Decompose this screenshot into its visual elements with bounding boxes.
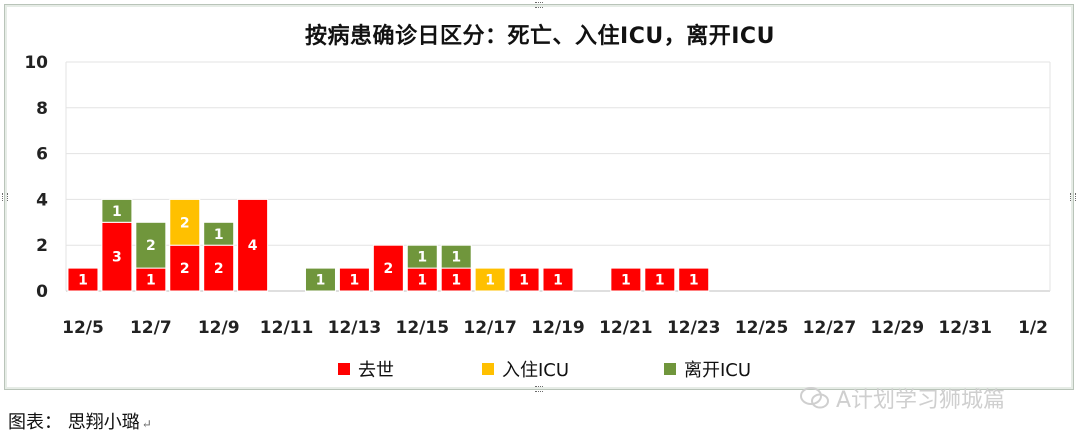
right-resize-handle[interactable] xyxy=(1070,193,1076,201)
bar-value-label: 2 xyxy=(214,261,224,277)
bar-deaths xyxy=(169,244,201,292)
bar-value-label: 1 xyxy=(689,273,699,289)
x-tick-label: 12/29 xyxy=(871,318,925,338)
bar-icu-leave xyxy=(304,267,336,292)
y-tick-label: 0 xyxy=(36,282,48,302)
legend-label-icu-admit: 入住ICU xyxy=(502,360,570,381)
x-tick-label: 12/9 xyxy=(198,318,240,338)
bar-value-label: 1 xyxy=(112,204,122,220)
legend-swatch-icu-leave xyxy=(664,363,676,375)
bar-value-label: 1 xyxy=(214,227,224,243)
bar-value-label: 1 xyxy=(621,273,631,289)
bar-value-label: 1 xyxy=(316,273,326,289)
chart-title: 按病患确诊日区分：死亡、入住ICU，离开ICU xyxy=(305,24,775,49)
y-tick-label: 2 xyxy=(36,236,48,256)
x-tick-label: 12/25 xyxy=(735,318,789,338)
x-tick-label: 1/2 xyxy=(1018,318,1048,338)
y-tick-label: 4 xyxy=(36,190,48,210)
bar-value-label: 1 xyxy=(78,273,88,289)
legend-item-deaths: 去世 xyxy=(338,356,394,382)
bar-value-label: 1 xyxy=(417,273,427,289)
legend-item-icu-admit: 入住ICU xyxy=(482,356,569,382)
x-tick-label: 12/15 xyxy=(396,318,450,338)
bar-deaths xyxy=(508,267,540,292)
watermark-text: A计划学习狮城篇 xyxy=(836,388,1006,413)
bar-value-label: 1 xyxy=(146,273,156,289)
top-resize-handle[interactable] xyxy=(535,2,543,8)
wechat-icon xyxy=(800,387,830,409)
bar-value-label: 2 xyxy=(383,261,393,277)
y-tick-label: 8 xyxy=(36,99,48,119)
bar-value-label: 1 xyxy=(451,273,461,289)
bar-deaths xyxy=(678,267,710,292)
x-tick-label: 12/21 xyxy=(599,318,653,338)
bar-icu-leave xyxy=(440,244,472,269)
bar-icu-leave xyxy=(203,221,235,246)
bar-value-label: 1 xyxy=(519,273,529,289)
chart-source-text: 图表： 思翔小璐 xyxy=(8,412,140,433)
legend-label-icu-leave: 离开ICU xyxy=(684,360,752,381)
bar-deaths xyxy=(237,198,269,292)
bottom-resize-handle[interactable] xyxy=(535,386,543,392)
bar-deaths xyxy=(67,267,99,292)
bar-deaths xyxy=(101,221,133,292)
bar-value-label: 1 xyxy=(655,273,665,289)
bar-icu-leave xyxy=(135,221,167,269)
legend-label-deaths: 去世 xyxy=(358,360,394,381)
bar-deaths xyxy=(338,267,370,292)
bar-value-label: 2 xyxy=(180,261,190,277)
x-tick-label: 12/17 xyxy=(463,318,517,338)
chart-frame[interactable] xyxy=(2,2,1076,392)
y-tick-label: 10 xyxy=(24,53,48,73)
bar-deaths xyxy=(542,267,574,292)
x-tick-label: 12/23 xyxy=(667,318,721,338)
bar-icu-leave xyxy=(101,198,133,223)
bar-value-label: 3 xyxy=(112,250,122,266)
watermark: A计划学习狮城篇 xyxy=(800,382,1005,414)
bar-value-label: 1 xyxy=(553,273,563,289)
paragraph-return-icon: ↵ xyxy=(141,417,152,431)
bar-deaths xyxy=(610,267,642,292)
chart-source-caption: 图表： 思翔小璐 ↵ xyxy=(8,408,152,434)
y-tick-label: 6 xyxy=(36,145,48,165)
bar-deaths xyxy=(372,244,404,292)
bar-icu-admit xyxy=(169,198,201,246)
x-tick-label: 12/31 xyxy=(938,318,992,338)
bar-icu-leave xyxy=(406,244,438,269)
x-tick-label: 12/27 xyxy=(803,318,857,338)
bar-deaths xyxy=(644,267,676,292)
bar-value-label: 1 xyxy=(485,273,495,289)
bar-value-label: 1 xyxy=(350,273,360,289)
x-tick-label: 12/19 xyxy=(531,318,585,338)
legend-swatch-icu-admit xyxy=(482,363,494,375)
bar-deaths xyxy=(203,244,235,292)
bar-value-label: 1 xyxy=(451,250,461,266)
x-tick-label: 12/13 xyxy=(328,318,382,338)
bar-value-label: 1 xyxy=(417,250,427,266)
bar-value-label: 2 xyxy=(146,238,156,254)
left-resize-handle[interactable] xyxy=(2,193,8,201)
x-tick-label: 12/11 xyxy=(260,318,314,338)
chart-legend: 去世 入住ICU 离开ICU xyxy=(0,356,1080,381)
x-tick-label: 12/7 xyxy=(130,318,172,338)
bar-icu-admit xyxy=(474,267,506,292)
x-tick-label: 12/5 xyxy=(62,318,104,338)
legend-swatch-deaths xyxy=(338,363,350,375)
bar-value-label: 2 xyxy=(180,215,190,231)
legend-item-icu-leave: 离开ICU xyxy=(664,356,751,382)
bar-value-label: 4 xyxy=(248,238,258,254)
